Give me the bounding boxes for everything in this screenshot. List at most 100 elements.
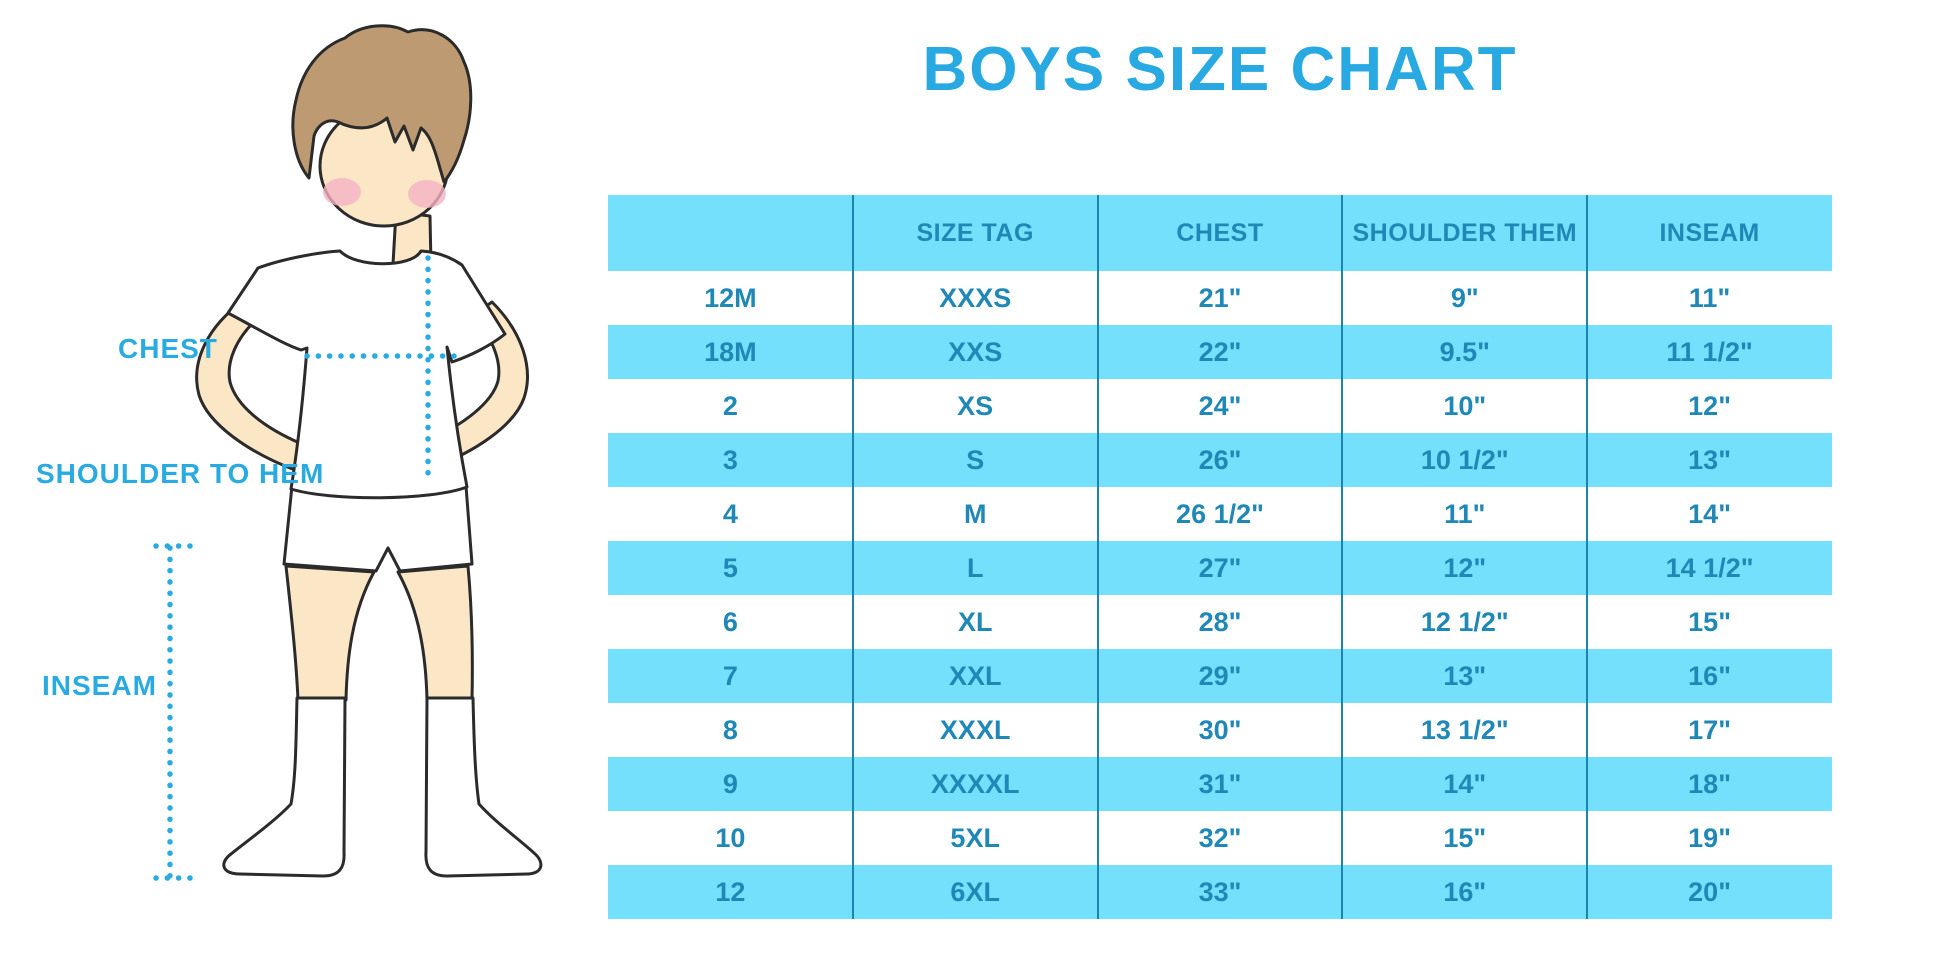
table-cell: 18" (1688, 768, 1731, 799)
table-cell: XS (957, 390, 994, 421)
table-row: 7 XXL 29" 13" 16" (608, 649, 1832, 703)
table-cell: 3 (722, 444, 738, 475)
chest-label: CHEST (118, 333, 218, 364)
table-cell: 26 1/2" (1176, 498, 1264, 529)
table-cell: 9" (1450, 282, 1479, 313)
table-cell: S (966, 444, 985, 475)
table-cell: 19" (1688, 822, 1731, 853)
table-cell: 32" (1198, 822, 1242, 853)
table-row: 2 XS 24" 10" 12" (608, 379, 1832, 433)
table-cell: 12 (715, 876, 746, 907)
table-cell: 15" (1688, 606, 1731, 637)
table-cell: 9 (722, 768, 738, 799)
table-cell: 33" (1198, 876, 1242, 907)
table-header-inseam: INSEAM (1659, 218, 1760, 247)
size-table-body: 12M XXXS 21" 9" 11" 18M XXS 22" 9.5" 11 1/2" 2 XS 24… (608, 271, 1832, 919)
table-row: 8 XXXL 30" 13 1/2" 17" (608, 703, 1832, 757)
table-cell: 14 1/2" (1665, 552, 1754, 583)
table-cell: XL (957, 606, 993, 637)
table-cell: 14" (1443, 768, 1487, 799)
table-cell: 28" (1198, 606, 1242, 637)
table-cell: XXXXL (930, 768, 1020, 799)
table-cell: 29" (1198, 660, 1242, 691)
table-cell: 13 1/2" (1420, 714, 1509, 745)
table-cell: 26" (1198, 444, 1242, 475)
table-cell: 10 (715, 822, 746, 853)
table-cell: 18M (704, 336, 757, 367)
table-cell: 22" (1198, 336, 1242, 367)
table-cell: 27" (1198, 552, 1242, 583)
table-cell: L (966, 552, 984, 583)
table-cell: XXS (948, 336, 1003, 367)
table-cell: 30" (1198, 714, 1242, 745)
table-cell: 10" (1443, 390, 1487, 421)
table-cell: 14" (1688, 498, 1731, 529)
boy-hair (291, 24, 473, 184)
boy-shorts (282, 484, 474, 573)
table-cell: 21" (1198, 282, 1242, 313)
table-cell: 7 (722, 660, 738, 691)
table-cell: 12 1/2" (1420, 606, 1509, 637)
table-row: 3 S 26" 10 1/2" 13" (608, 433, 1832, 487)
table-cell: 20" (1688, 876, 1731, 907)
boy-blush-left (323, 178, 361, 206)
table-cell: 24" (1198, 390, 1242, 421)
boy-left-leg (284, 564, 376, 702)
measurement-lines (153, 255, 465, 881)
table-row: 10 5XL 32" 15" 19" (608, 811, 1832, 865)
column-divider (1341, 195, 1344, 919)
table-cell: 6 (722, 606, 738, 637)
table-cell: 2 (722, 390, 738, 421)
table-row: 18M XXS 22" 9.5" 11 1/2" (608, 325, 1832, 379)
column-divider (1096, 195, 1099, 919)
table-cell: 11 1/2" (1666, 336, 1753, 367)
boy-right-sock (424, 696, 543, 878)
table-cell: 17" (1688, 714, 1731, 745)
boy-tshirt (226, 249, 507, 500)
column-divider (851, 195, 854, 919)
table-cell: 13" (1443, 660, 1487, 691)
table-row: 6 XL 28" 12 1/2" 15" (608, 595, 1832, 649)
table-header-size (608, 195, 853, 271)
column-divider (1586, 195, 1589, 919)
table-cell: 10 1/2" (1420, 444, 1509, 475)
table-cell: 16" (1688, 660, 1731, 691)
table-cell: 12M (704, 282, 757, 313)
boy-illustration (153, 24, 543, 881)
table-cell: 6XL (950, 876, 1000, 907)
table-row: 5 L 27" 12" 14 1/2" (608, 541, 1832, 595)
table-cell: 31" (1198, 768, 1242, 799)
table-header-row: SIZE TAG CHEST SHOULDER THEM INSEAM (608, 195, 1832, 271)
table-cell: 13" (1688, 444, 1731, 475)
table-cell: 11" (1444, 498, 1486, 529)
table-header-shoulder-them: SHOULDER THEM (1352, 218, 1578, 247)
table-row: 4 M 26 1/2" 11" 14" (608, 487, 1832, 541)
table-cell: 9.5" (1439, 336, 1490, 367)
table-cell: M (963, 498, 987, 529)
table-row: 12 6XL 33" 16" 20" (608, 865, 1832, 919)
table-cell: 16" (1443, 876, 1487, 907)
table-row: 12M XXXS 21" 9" 11" (608, 271, 1832, 325)
table-cell: 15" (1443, 822, 1487, 853)
table-header-chest: CHEST (1176, 218, 1264, 247)
table-cell: XXL (948, 660, 1002, 691)
boy-blush-right (408, 180, 446, 208)
table-cell: XXXL (939, 714, 1011, 745)
inseam-label: INSEAM (42, 670, 157, 701)
page-title: BOYS SIZE CHART (922, 35, 1518, 104)
table-cell: 8 (722, 714, 738, 745)
table-cell: 12" (1443, 552, 1487, 583)
table-cell: 11" (1688, 282, 1731, 313)
table-cell: XXXS (939, 282, 1012, 313)
boy-right-leg (396, 564, 474, 702)
shoulder-to-hem-label: SHOULDER TO HEM (36, 458, 325, 489)
table-cell: 4 (722, 498, 738, 529)
boy-left-sock (222, 696, 347, 878)
table-header-size-tag: SIZE TAG (916, 218, 1034, 247)
table-cell: 5XL (950, 822, 1000, 853)
table-cell: 5 (722, 552, 738, 583)
size-table: SIZE TAG CHEST SHOULDER THEM INSEAM 12M X… (608, 195, 1832, 919)
table-cell: 12" (1688, 390, 1731, 421)
table-row: 9 XXXXL 31" 14" 18" (608, 757, 1832, 811)
